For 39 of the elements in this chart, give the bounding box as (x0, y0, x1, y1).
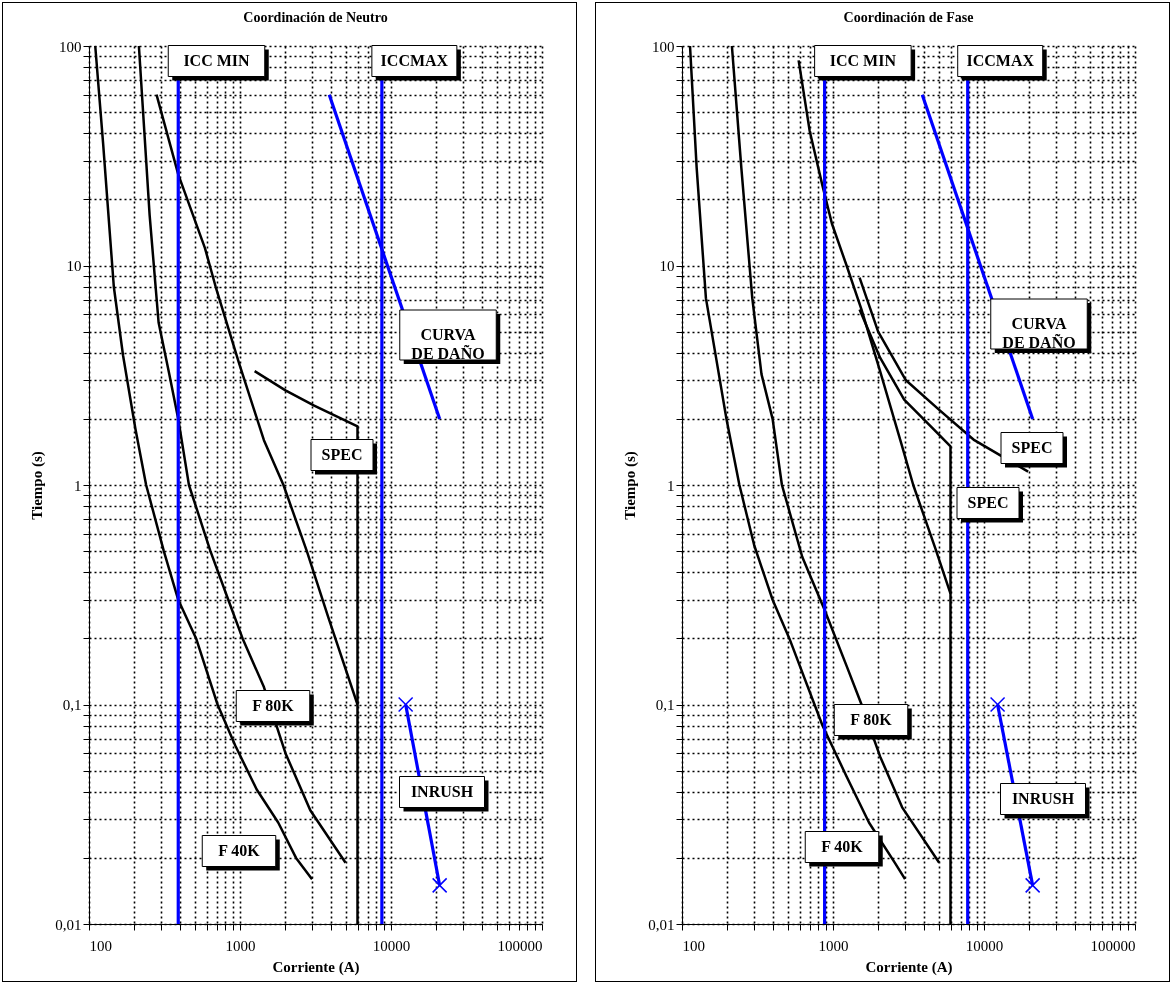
series-label: INRUSH (1011, 790, 1075, 807)
series-label: F 40K (218, 842, 261, 859)
y-tick-label: 0,1 (655, 697, 675, 713)
ref-line-label: ICCMAX (966, 52, 1035, 69)
series-label: F 80K (252, 697, 295, 714)
series-label: F 40K (821, 838, 864, 855)
y-tick-label: 100 (652, 38, 675, 55)
y-tick-label: 0,1 (62, 697, 82, 713)
ref-line-label: ICCMAX (380, 52, 449, 69)
y-tick-label: 0,01 (648, 916, 675, 933)
ref-line-label: ICC MIN (183, 52, 251, 69)
chart-title: Coordinación de Fase (843, 10, 974, 25)
y-tick-label: 0,01 (55, 916, 82, 933)
x-tick-label: 1000 (225, 937, 256, 954)
series-label: INRUSH (410, 783, 474, 800)
x-tick-label: 100000 (1090, 937, 1136, 954)
series-label: SPEC (1011, 439, 1053, 456)
x-axis-title: Corriente (A) (865, 958, 953, 976)
x-axis-title: Corriente (A) (272, 958, 360, 976)
series-label: CURVA DE DAÑO (1002, 315, 1076, 351)
series-label: SPEC (967, 494, 1009, 511)
y-axis-title: Tiempo (s) (29, 451, 47, 520)
y-tick-label: 100 (59, 38, 82, 55)
series-label: F 80K (850, 711, 893, 728)
x-tick-label: 10000 (372, 937, 411, 954)
y-tick-label: 1 (74, 477, 82, 494)
y-axis-title: Tiempo (s) (622, 451, 640, 520)
x-tick-label: 100000 (497, 937, 543, 954)
x-tick-label: 10000 (965, 937, 1004, 954)
series-label: SPEC (321, 446, 363, 463)
series-label: CURVA DE DAÑO (411, 326, 485, 362)
chart-title: Coordinación de Neutro (243, 10, 388, 25)
y-tick-label: 10 (659, 258, 675, 274)
x-tick-label: 100 (89, 937, 112, 954)
x-tick-label: 1000 (818, 937, 849, 954)
ref-line-label: ICC MIN (829, 52, 897, 69)
x-tick-label: 100 (682, 937, 705, 954)
y-tick-label: 1 (667, 477, 675, 494)
y-tick-label: 10 (66, 258, 82, 274)
